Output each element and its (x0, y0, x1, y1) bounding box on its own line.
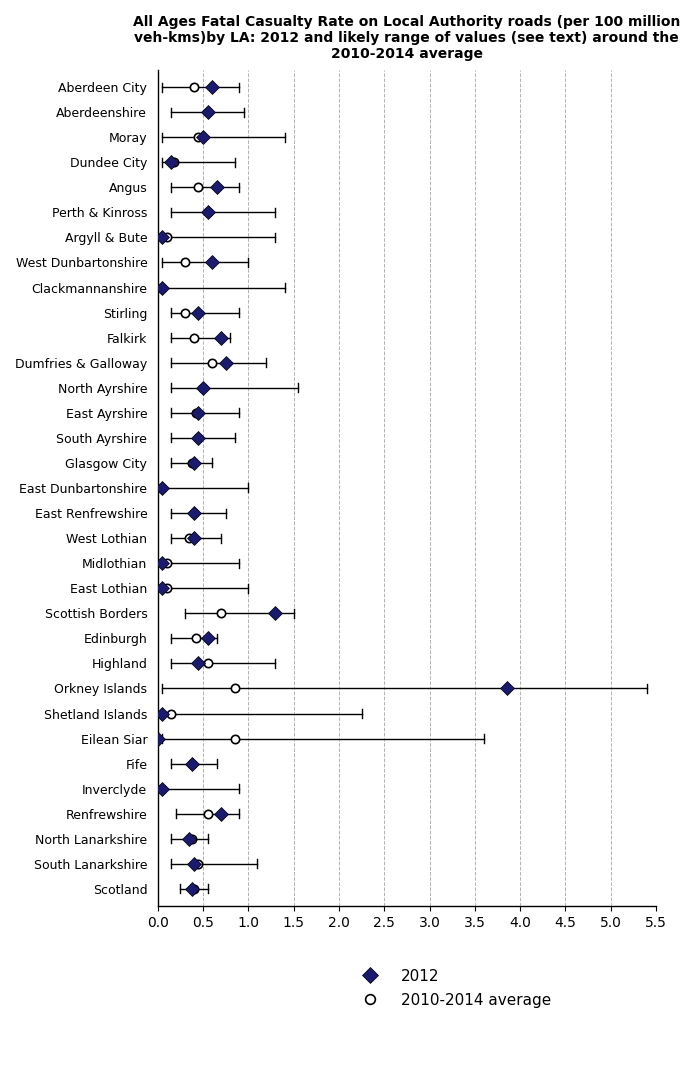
Legend: 2012, 2010-2014 average: 2012, 2010-2014 average (355, 968, 551, 1007)
Title: All Ages Fatal Casualty Rate on Local Authority roads (per 100 million
veh-kms)b: All Ages Fatal Casualty Rate on Local Au… (133, 15, 681, 61)
